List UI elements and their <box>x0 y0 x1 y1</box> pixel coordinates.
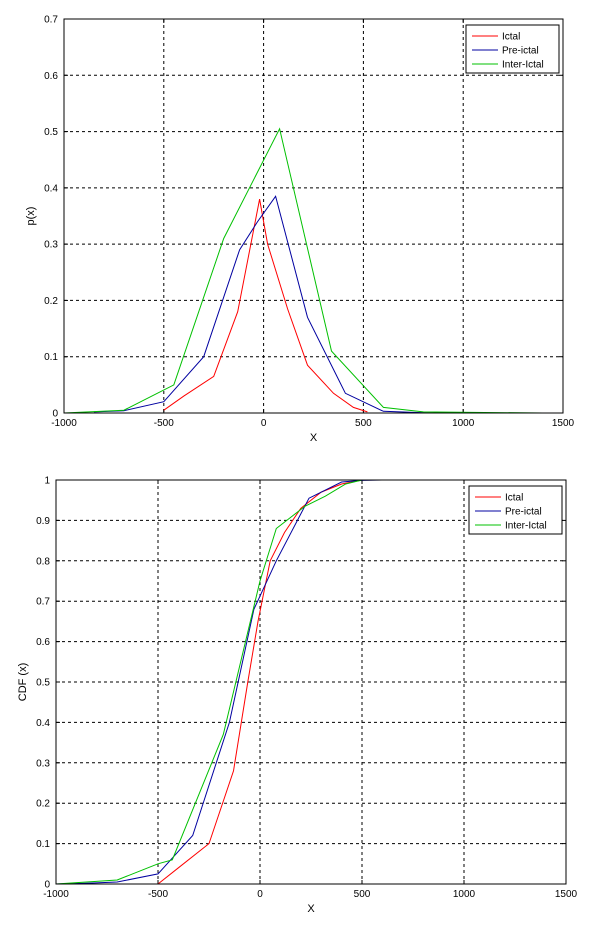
y-tick-label: 0.7 <box>44 15 58 26</box>
y-tick-label: 0.5 <box>44 127 58 138</box>
x-tick-label: 0 <box>261 418 267 429</box>
legend-label: Inter-Ictal <box>502 60 544 71</box>
y-tick-label: 0.6 <box>36 637 50 648</box>
x-tick-label: 1500 <box>552 418 575 429</box>
y-tick-label: 0.2 <box>44 296 58 307</box>
y-axis-label: CDF (x) <box>17 663 29 702</box>
series-line-pre-ictal <box>93 195 434 414</box>
y-tick-label: 0.1 <box>36 839 50 850</box>
x-tick-label: 500 <box>355 418 372 429</box>
y-tick-label: 0.4 <box>44 183 58 194</box>
legend: Ictal Pre-ictal Inter-Ictal <box>465 24 560 74</box>
x-axis-label: X <box>307 903 315 915</box>
y-tick-label: 0.6 <box>44 71 58 82</box>
y-tick-label: 0.1 <box>44 352 58 363</box>
x-tick-label: 1000 <box>452 418 475 429</box>
legend: Ictal Pre-ictal Inter-Ictal <box>468 485 563 535</box>
x-tick-label: 1500 <box>555 889 578 900</box>
y-tick-label: 0 <box>44 880 50 891</box>
chart-1: -1000 -500 0 500 1000 1500 0 0.1 0.2 0.3 0.4 0.5 0.6… <box>25 15 575 445</box>
series-line-pre-ictal <box>55 479 383 885</box>
legend-box <box>468 485 563 535</box>
y-tick-label: 1 <box>44 476 50 487</box>
x-tick-label: -1000 <box>51 418 77 429</box>
legend-label: Pre-ictal <box>502 46 539 57</box>
y-tick-label: 0 <box>52 409 58 420</box>
x-tick-label: 1000 <box>453 889 476 900</box>
series-line-ictal <box>157 479 373 885</box>
series-line-ictal <box>163 199 368 413</box>
y-tick-label: 0.2 <box>36 799 50 810</box>
chart-2: -1000 -500 0 500 1000 1500 0 0.1 0.2 0.3 0.4 0.5 0.6… <box>17 476 578 916</box>
y-tick-label: 0.3 <box>44 240 58 251</box>
x-tick-label: -500 <box>148 889 168 900</box>
y-tick-label: 0.7 <box>36 597 50 608</box>
y-axis-label: p(x) <box>25 207 37 226</box>
x-tick-label: 0 <box>257 889 263 900</box>
y-tick-label: 0.4 <box>36 718 50 729</box>
legend-label: Pre-ictal <box>505 507 542 518</box>
x-tick-label: -500 <box>154 418 174 429</box>
legend-label: Inter-Ictal <box>505 521 547 532</box>
y-tick-label: 0.5 <box>36 678 50 689</box>
legend-box <box>465 24 560 74</box>
plot-area <box>64 19 563 413</box>
x-axis-label: X <box>310 432 318 444</box>
axes-frame <box>55 479 567 885</box>
legend-label: Ictal <box>505 493 523 504</box>
x-tick-label: -1000 <box>43 889 69 900</box>
axes-frame <box>63 18 564 414</box>
series-line-inter-ictal <box>63 127 544 414</box>
y-tick-label: 0.8 <box>36 556 50 567</box>
y-tick-label: 0.3 <box>36 758 50 769</box>
legend-label: Ictal <box>502 32 520 43</box>
y-tick-label: 0.9 <box>36 516 50 527</box>
x-tick-label: 500 <box>354 889 371 900</box>
